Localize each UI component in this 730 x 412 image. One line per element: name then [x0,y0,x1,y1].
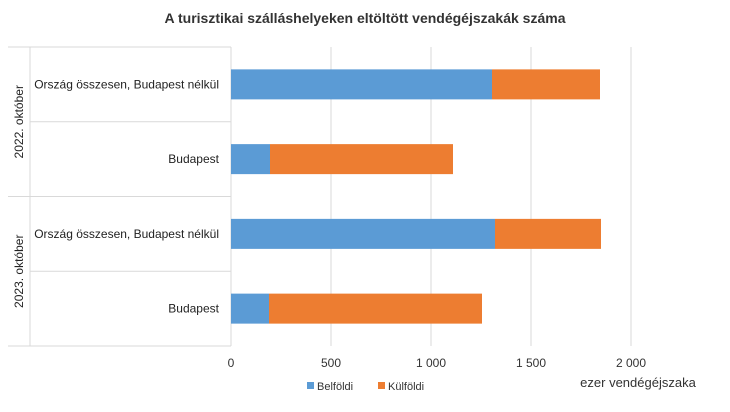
bars [231,69,601,324]
category-label: Budapest [168,302,219,316]
x-tick-label: 500 [321,356,341,370]
category-label: Ország összesen, Budapest nélkül [34,227,219,241]
bar-belföldi-1 [231,69,492,100]
x-tick-labels: 0 500 1 000 1 500 2 000 [228,356,647,370]
legend-swatch-külföldi [378,382,385,389]
legend-swatch-belföldi [307,382,314,389]
legend-label-belföldi: Belföldi [317,381,353,393]
x-tick-label: 1 000 [416,356,446,370]
bar-belföldi-2 [231,144,270,175]
bar-külföldi-4 [269,293,482,324]
bar-belföldi-4 [231,293,269,324]
bar-külföldi-3 [495,218,601,249]
category-label: Ország összesen, Budapest nélkül [34,77,219,91]
x-tick-label: 1 500 [516,356,546,370]
legend-label-külföldi: Külföldi [388,381,424,393]
group-label: 2022. október [12,85,26,158]
bar-külföldi-1 [492,69,600,100]
legend: Belföldi Külföldi [307,381,424,393]
x-tick-label: 0 [228,356,235,370]
x-tick-label: 2 000 [616,356,646,370]
bar-külföldi-2 [270,144,453,175]
bar-belföldi-3 [231,218,495,249]
chart-title: A turisztikai szálláshelyeken eltöltött … [165,10,566,26]
group-label: 2023. október [12,235,26,308]
category-labels: Ország összesen, Budapest nélkül Budapest… [12,77,220,315]
x-axis-unit-label: ezer vendégéjszaka [580,375,696,390]
category-label: Budapest [168,152,219,166]
